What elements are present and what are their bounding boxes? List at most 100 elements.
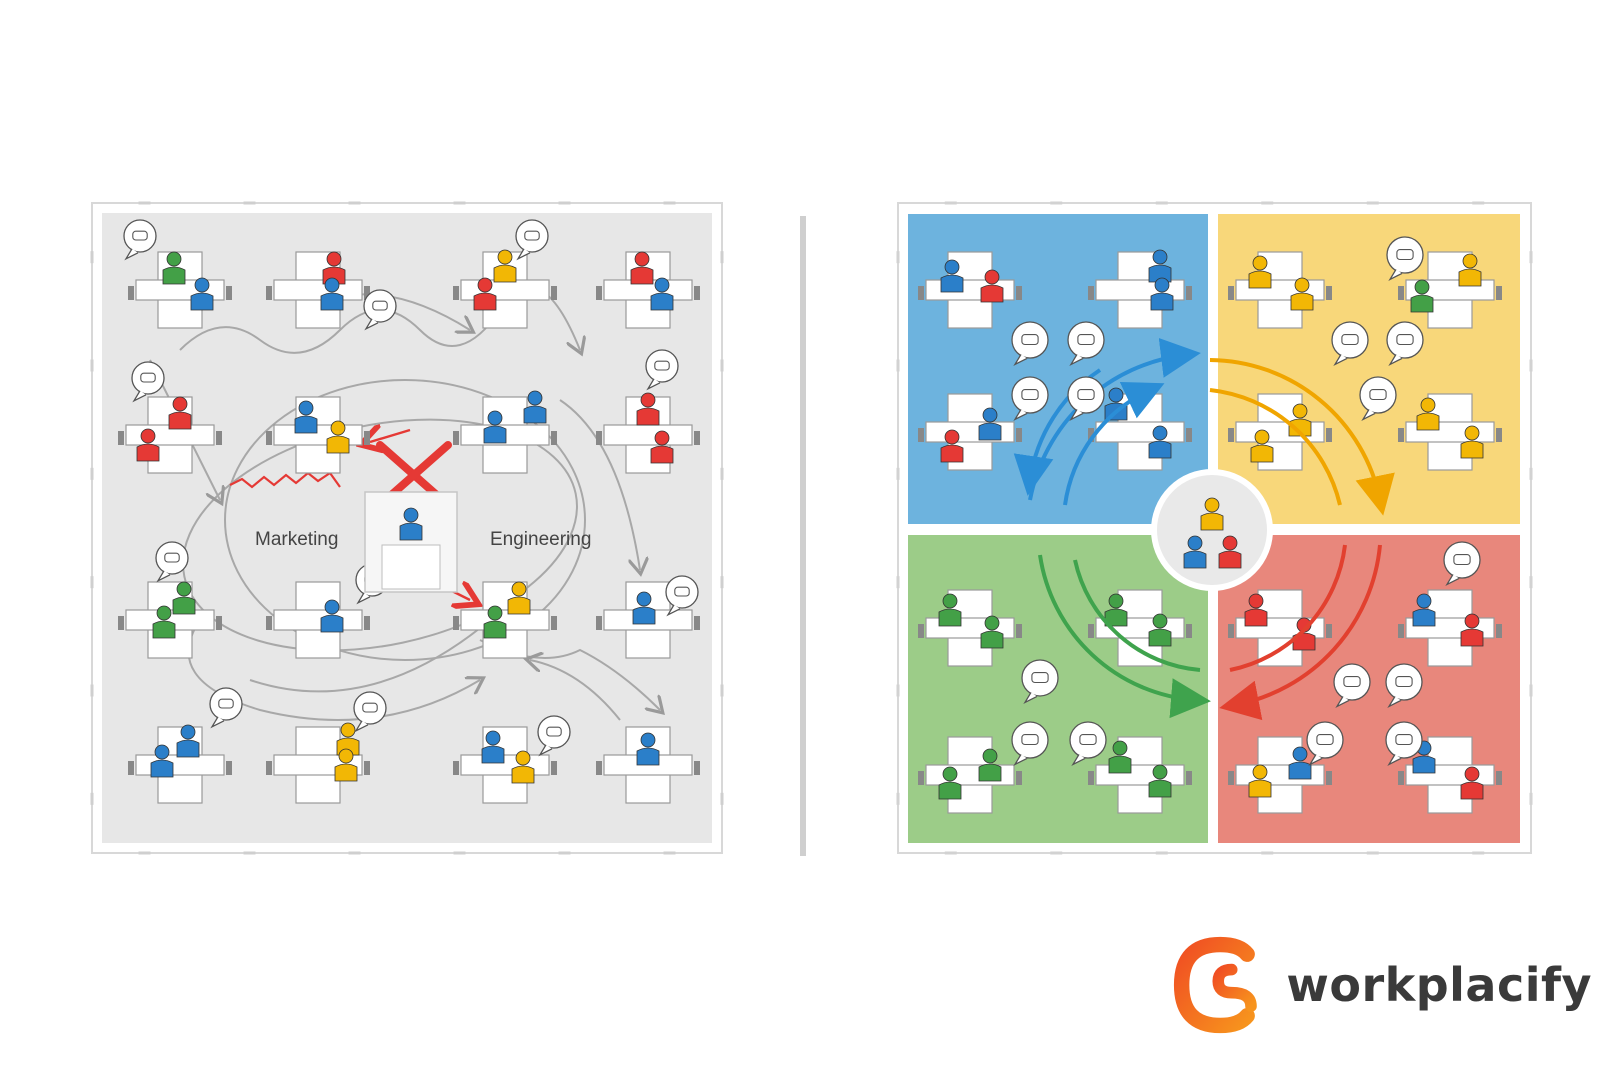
person-icon [650, 277, 674, 311]
person-icon [1148, 613, 1172, 647]
desk-pod [596, 251, 700, 329]
person-icon [523, 390, 547, 424]
person-icon [1104, 593, 1128, 627]
desk-pod [918, 589, 1022, 667]
desk-pod [453, 726, 557, 804]
person-icon [1108, 740, 1132, 774]
speech-bubble-icon [537, 715, 571, 757]
person-icon [507, 581, 531, 615]
brand-logo: workplacify [1172, 930, 1592, 1040]
speech-bubble-icon [1021, 659, 1059, 704]
central-hub [1151, 469, 1273, 591]
speech-bubble-icon [665, 575, 699, 617]
speech-bubble-icon [1011, 321, 1049, 366]
person-icon [1288, 746, 1312, 780]
desk-pod [118, 581, 222, 659]
speech-bubble-icon [131, 361, 165, 403]
person-icon [1460, 425, 1484, 459]
person-icon [1410, 279, 1434, 313]
desk-pod [596, 726, 700, 804]
person-icon [481, 730, 505, 764]
person-icon [650, 430, 674, 464]
person-icon [326, 420, 350, 454]
speech-bubble-icon [1011, 721, 1049, 766]
person-icon [483, 410, 507, 444]
workplacify-logo-icon [1173, 936, 1257, 1034]
collaboration-cycle [1013, 338, 1395, 721]
speech-bubble-icon [353, 691, 387, 733]
panel-divider [800, 216, 806, 856]
person-icon [511, 750, 535, 784]
desk-pod [453, 581, 557, 659]
desk-pod [266, 251, 370, 329]
person-icon [1460, 766, 1484, 800]
desk-pod [918, 736, 1022, 814]
person-icon [938, 766, 962, 800]
person-icon [1148, 425, 1172, 459]
engineering-label: Engineering [490, 529, 591, 550]
speech-bubble-icon [1385, 721, 1423, 766]
person-icon [493, 249, 517, 283]
speech-bubble-icon [1386, 236, 1424, 281]
person-icon [1416, 397, 1440, 431]
person-icon [980, 615, 1004, 649]
desk-pod [453, 249, 557, 329]
left-floorplan: Marketing Engineering [90, 201, 724, 855]
person-icon [483, 605, 507, 639]
person-icon [150, 744, 174, 778]
desk-pod [266, 396, 370, 474]
desk-pod [1398, 589, 1502, 667]
person-icon [172, 581, 196, 615]
speech-bubble-icon [363, 289, 397, 331]
person-icon [940, 259, 964, 293]
person-icon [168, 396, 192, 430]
desk-pod [1398, 251, 1502, 329]
speech-bubble-icon [1443, 541, 1481, 586]
desk-pod [1228, 251, 1332, 329]
person-icon [294, 400, 318, 434]
speech-bubble-icon [1359, 376, 1397, 421]
desk-pod [128, 251, 232, 329]
person-icon [162, 251, 186, 285]
red-conflict-line [229, 471, 341, 489]
desk-pod [266, 581, 370, 659]
marketing-label: Marketing [255, 529, 338, 550]
speech-bubble-icon [1067, 376, 1105, 421]
person-icon [334, 748, 358, 782]
desk-pod [1088, 249, 1192, 329]
speech-bubble-icon [1069, 721, 1107, 766]
person-icon [1248, 255, 1272, 289]
person-icon [978, 748, 1002, 782]
desk-pod [1228, 736, 1332, 814]
person-icon [152, 605, 176, 639]
desk-pod [1088, 589, 1192, 667]
speech-bubble-icon [209, 687, 243, 729]
central-desk [364, 491, 458, 593]
person-icon [1244, 593, 1268, 627]
person-icon [176, 724, 200, 758]
speech-bubble-icon [1333, 663, 1371, 708]
person-icon [980, 269, 1004, 303]
person-icon [1460, 613, 1484, 647]
person-icon [940, 429, 964, 463]
person-icon [978, 407, 1002, 441]
person-icon [1148, 249, 1172, 283]
desk-pod [1398, 736, 1502, 814]
person-icon [632, 591, 656, 625]
speech-bubble-icon [1385, 663, 1423, 708]
right-floorplan [896, 201, 1533, 855]
desk-pod [596, 392, 700, 474]
desk-pod [118, 396, 222, 474]
desk-pod [266, 722, 370, 804]
desk-pod [918, 393, 1022, 471]
person-icon [1150, 277, 1174, 311]
person-icon [136, 428, 160, 462]
desk-pod [1398, 393, 1502, 471]
person-icon [320, 599, 344, 633]
person-icon [938, 593, 962, 627]
speech-bubble-icon [1067, 321, 1105, 366]
desk-pod [1088, 736, 1192, 814]
speech-bubble-icon [1306, 721, 1344, 766]
brand-name: workplacify [1286, 958, 1592, 1012]
